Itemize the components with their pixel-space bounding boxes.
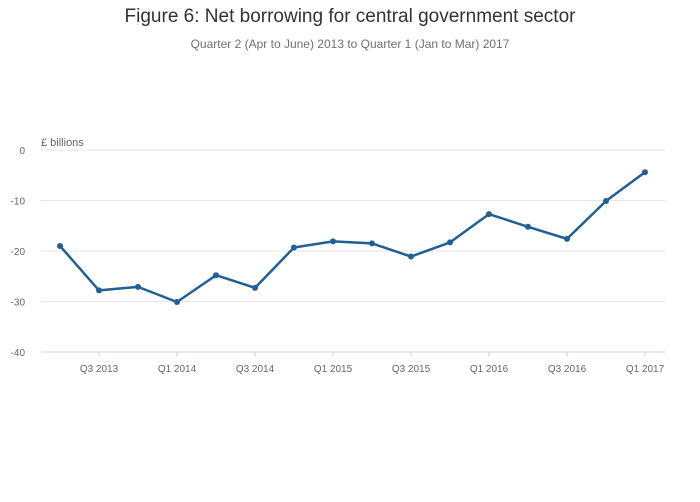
x-tick-label: Q1 2014	[158, 364, 197, 375]
gridlines	[41, 149, 665, 302]
y-tick-label: 0	[19, 146, 25, 157]
data-point[interactable]	[213, 272, 219, 279]
x-tick-label: Q3 2013	[80, 364, 119, 375]
series-line	[58, 170, 647, 304]
chart-subtitle: Quarter 2 (Apr to June) 2013 to Quarter …	[190, 37, 510, 51]
x-tick-label: Q3 2015	[392, 364, 431, 375]
axes: 0 -10 -20 -30 -40 Q3 2013 Q1 2014 Q3 2014 Q1 201…	[11, 146, 665, 375]
data-point[interactable]	[291, 244, 297, 251]
data-point[interactable]	[408, 253, 414, 260]
data-point[interactable]	[447, 239, 453, 246]
data-point[interactable]	[486, 211, 492, 218]
y-tick-label: -10	[11, 197, 26, 208]
data-point[interactable]	[174, 299, 180, 306]
data-point[interactable]	[564, 235, 570, 242]
y-unit-label: £ billions	[41, 137, 84, 149]
chart-title: Figure 6: Net borrowing for central gove…	[124, 6, 576, 27]
data-point[interactable]	[96, 287, 102, 294]
x-tick-label: Q3 2016	[548, 364, 587, 375]
x-tick-label: Q1 2015	[314, 364, 353, 375]
y-tick-label: -40	[11, 348, 26, 359]
x-tick-label: Q1 2017	[626, 364, 665, 375]
y-tick-label: -30	[11, 298, 26, 309]
data-point[interactable]	[369, 240, 375, 247]
x-tick-label: Q3 2014	[236, 364, 275, 375]
data-point[interactable]	[330, 238, 336, 245]
data-point[interactable]	[57, 242, 63, 249]
x-tick-label: Q1 2016	[470, 364, 509, 375]
data-point[interactable]	[642, 169, 648, 176]
series	[57, 169, 648, 306]
data-point[interactable]	[603, 198, 609, 205]
data-point[interactable]	[252, 284, 258, 291]
y-tick-label: -20	[11, 247, 26, 258]
data-point[interactable]	[525, 223, 531, 230]
data-point[interactable]	[135, 283, 141, 290]
